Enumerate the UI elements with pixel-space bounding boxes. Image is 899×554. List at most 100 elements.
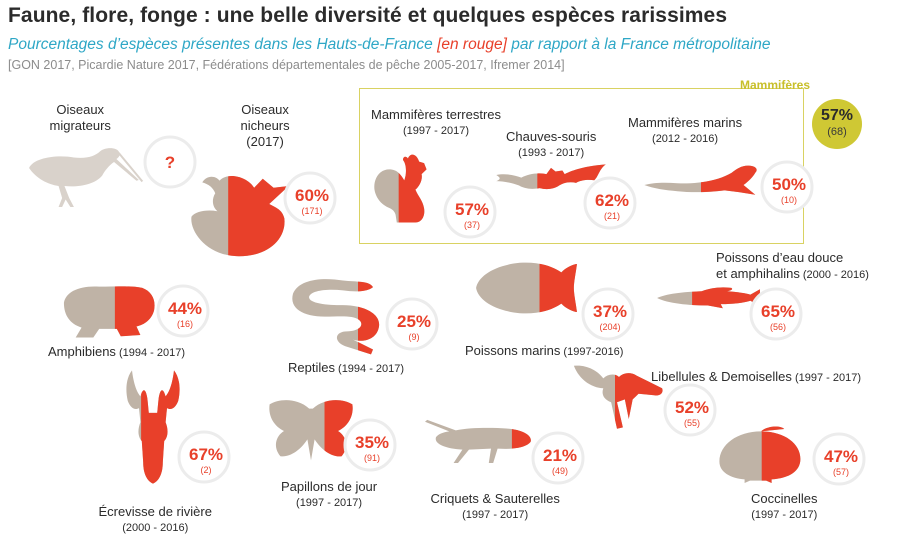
label-name-line: Poissons marins (1997-2016) — [465, 343, 623, 360]
value-count-poissons-marins: (204) — [599, 322, 620, 332]
species-criquets: 21%(49) — [425, 419, 585, 485]
label-period: (2000 - 2016) — [799, 269, 869, 281]
value-count-mammiferes-marins: (10) — [781, 195, 797, 205]
source-line: [GON 2017, Picardie Nature 2017, Fédérat… — [8, 58, 565, 72]
dragonfly-icon-red-share — [615, 373, 663, 429]
value-percent-mammiferes-marins: 50% — [772, 175, 806, 194]
label-oiseaux-nicheurs: Oiseaux nicheurs (2017) — [241, 102, 290, 150]
value-badge-ecrevisse — [177, 430, 231, 484]
value-count-mammiferes-terrestres: (37) — [464, 220, 480, 230]
label-name-line: Oiseaux — [241, 102, 290, 118]
label-name-line: Mammifères marins — [628, 115, 742, 131]
value-percent-poissons-marins: 37% — [593, 302, 627, 321]
value-count-reptiles: (9) — [409, 332, 420, 342]
bat-icon-red-share — [537, 164, 606, 190]
value-badge-coccinelles — [812, 432, 866, 486]
label-name-text: Mammifères marins — [628, 115, 743, 130]
value-badge-papillons — [343, 418, 397, 472]
label-name-line: Chauves-souris — [506, 129, 596, 145]
species-poissons-eau-douce: 65%(56) — [657, 287, 803, 341]
label-criquets: Criquets & Sauterelles (1997 - 2017) — [431, 491, 560, 523]
value-badge-libellules — [663, 383, 717, 437]
label-period: (1994 - 2017) — [115, 347, 186, 359]
label-name-text: Amphibiens — [48, 344, 116, 359]
species-chauves-souris: 62%(21) — [496, 164, 637, 230]
value-badge-criquets — [531, 431, 585, 485]
label-papillons: Papillons de jour (1997 - 2017) — [281, 479, 377, 511]
value-badge-mammiferes-marins — [760, 160, 814, 214]
value-count-chauves-souris: (21) — [604, 211, 620, 221]
red-share-oiseaux-nicheurs — [228, 176, 289, 257]
label-name-text: Mammifères terrestres — [371, 107, 502, 122]
label-period: (1994 - 2017) — [334, 363, 405, 375]
value-badge-poissons-eau-douce — [749, 287, 803, 341]
seal-icon-red-share — [701, 165, 757, 195]
red-share-criquets — [511, 429, 531, 449]
label-name-line: migrateurs — [50, 118, 111, 134]
value-badge-oiseaux-nicheurs — [283, 171, 337, 225]
label-libellules: Libellules & Demoiselles (1997 - 2017) — [651, 369, 861, 386]
value-count-ecrevisse: (2) — [201, 465, 212, 475]
label-oiseaux-migrateurs: Oiseaux migrateurs — [50, 102, 111, 134]
toad-icon-red-share — [114, 286, 155, 337]
value-percent-chauves-souris: 62% — [595, 191, 629, 210]
nesting-bird-icon-red-share — [228, 176, 289, 257]
label-period: (1997 - 2017) — [402, 125, 470, 137]
wader-bird-icon — [29, 148, 139, 207]
label-period: (2017) — [246, 134, 284, 149]
label-poissons-eau-douce: Poissons d’eau douce et amphihalins (2000… — [716, 250, 869, 283]
label-name-text: nicheurs — [240, 118, 290, 133]
value-percent-criquets: 21% — [543, 446, 577, 465]
value-count-criquets: (49) — [552, 466, 568, 476]
label-name-text: Criquets & Sauterelles — [430, 491, 560, 506]
value-percent-coccinelles: 47% — [824, 447, 858, 466]
red-share-coccinelles — [761, 426, 801, 484]
label-period: (1997 - 2017) — [462, 509, 529, 521]
mammal-group-percent: 57% — [820, 107, 854, 124]
label-name-line: Mammifères terrestres — [371, 107, 501, 123]
label-name-line: et amphihalins (2000 - 2016) — [716, 266, 869, 283]
grasshopper-icon — [425, 419, 531, 464]
red-share-poissons-marins — [539, 263, 577, 313]
species-oiseaux-migrateurs: ? — [29, 135, 197, 207]
label-chauves-souris: Chauves-souris (1993 - 2017) — [506, 129, 596, 161]
label-name-line: Reptiles (1994 - 2017) — [288, 360, 404, 377]
species-poissons-marins: 37%(204) — [476, 262, 635, 341]
value-unknown-oiseaux-migrateurs: ? — [165, 153, 175, 172]
red-share-mammiferes-marins — [701, 165, 757, 195]
value-badge-reptiles — [385, 297, 439, 351]
label-name-line: Coccinelles — [751, 491, 817, 507]
label-name-text: et amphihalins — [716, 266, 800, 281]
label-period: (1997 - 2017) — [791, 372, 862, 384]
label-name-text: Oiseaux — [241, 102, 289, 117]
species-libellules: 52%(55) — [573, 365, 717, 437]
subtitle: Pourcentages d’espèces présentes dans le… — [8, 36, 771, 54]
value-badge-chauves-souris — [583, 176, 637, 230]
value-count-amphibiens: (16) — [177, 319, 193, 329]
red-share-chauves-souris — [537, 164, 606, 190]
mammal-group-badge: 57% (68) — [812, 99, 862, 149]
red-share-libellules — [615, 373, 663, 429]
label-name-line: Papillons de jour — [281, 479, 377, 495]
subtitle-highlight: [en rouge] — [437, 36, 507, 53]
value-percent-papillons: 35% — [355, 433, 389, 452]
species-mammiferes-terrestres: 57%(37) — [374, 154, 497, 239]
value-badge-oiseaux-migrateurs — [143, 135, 197, 189]
label-name-line: Amphibiens (1994 - 2017) — [48, 344, 185, 361]
crayfish-icon-red-share — [141, 370, 180, 484]
label-period: (2012 - 2016) — [652, 133, 719, 145]
species-coccinelles: 47%(57) — [719, 426, 866, 486]
label-name-line: Poissons d’eau douce — [716, 250, 869, 266]
value-badge-poissons-marins — [581, 287, 635, 341]
value-count-papillons: (91) — [364, 453, 380, 463]
red-share-amphibiens — [114, 286, 155, 337]
snake-icon-red-share — [358, 281, 380, 355]
squirrel-icon-red-share — [398, 154, 427, 223]
value-count-oiseaux-nicheurs: (171) — [301, 206, 322, 216]
label-period: (1993 - 2017) — [518, 147, 585, 159]
label-name-text: Écrevisse de rivière — [98, 504, 212, 519]
label-mammiferes-marins: Mammifères marins (2012 - 2016) — [628, 115, 742, 147]
label-ecrevisse: Écrevisse de rivière (2000 - 2016) — [99, 504, 212, 536]
ladybird-icon-red-share — [761, 426, 801, 484]
